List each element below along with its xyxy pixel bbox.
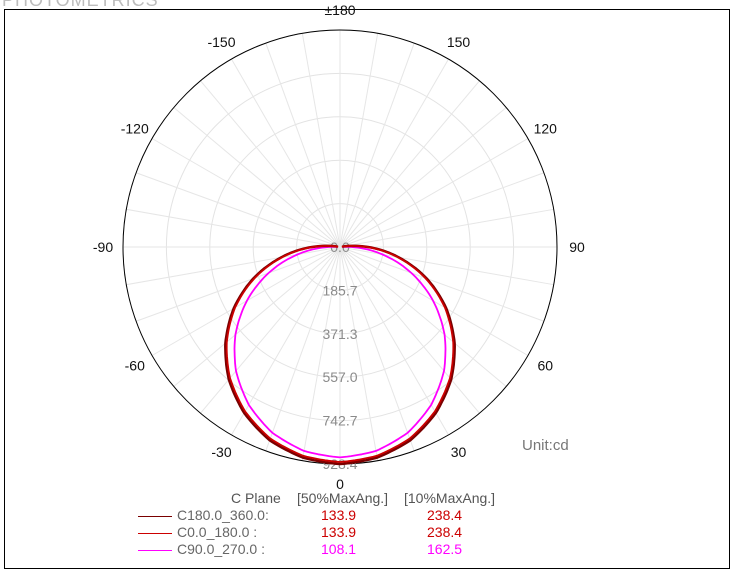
grid-spoke [173, 246, 341, 387]
grid-spoke [339, 246, 554, 286]
header: PHOTOMETRICS [0, 0, 737, 10]
grid-spoke [339, 172, 545, 248]
series-curve [225, 244, 455, 463]
angle-tick-label: -90 [93, 239, 113, 255]
grid-spoke [339, 208, 554, 248]
grid-spoke [339, 42, 415, 248]
grid-spoke [135, 246, 341, 322]
angle-tick-label: 60 [537, 358, 553, 374]
angle-tick-label: 30 [451, 444, 467, 460]
angle-tick-label: -60 [125, 358, 145, 374]
chart-frame [4, 9, 730, 569]
radial-tick-label: 371.3 [322, 326, 357, 342]
grid-spoke [265, 42, 341, 248]
grid-spoke [339, 80, 480, 248]
grid-spoke [339, 246, 507, 387]
angle-tick-label: -150 [207, 34, 235, 50]
grid-spoke [126, 208, 341, 248]
radial-tick-label: 185.7 [322, 282, 357, 298]
angle-tick-label: 150 [447, 34, 471, 50]
grid-spoke [339, 246, 415, 452]
grid-spoke [339, 58, 449, 248]
grid-spoke [339, 246, 449, 436]
angle-tick-label: -30 [211, 444, 231, 460]
grid-spoke [231, 246, 341, 436]
grid-spoke [301, 33, 341, 248]
polar-chart: 0.0185.7371.3557.0742.7928.4±18015012090… [93, 2, 585, 492]
unit-label: Unit:cd [522, 437, 569, 454]
grid-spoke [135, 172, 341, 248]
grid-spoke [339, 107, 507, 248]
radial-tick-label: 557.0 [322, 369, 357, 385]
grid-spoke [173, 107, 341, 248]
grid-spoke [200, 80, 341, 248]
grid-spoke [339, 246, 379, 461]
grid-spoke [339, 33, 379, 248]
grid-spoke [231, 58, 341, 248]
grid-spoke [339, 138, 529, 248]
grid-spoke [126, 246, 341, 286]
grid-spoke [151, 138, 341, 248]
grid-spoke [339, 246, 480, 414]
angle-tick-label: 0 [336, 476, 344, 492]
angle-tick-label: -120 [121, 121, 149, 137]
page-title: PHOTOMETRICS [2, 0, 159, 10]
grid-spoke [265, 246, 341, 452]
series-curve [233, 245, 447, 459]
radial-tick-label: 0.0 [330, 239, 350, 255]
grid-spoke [200, 246, 341, 414]
grid-spoke [339, 246, 545, 322]
grid-spoke [301, 246, 341, 461]
angle-tick-label: 90 [569, 239, 585, 255]
angle-tick-label: ±180 [324, 2, 355, 18]
angle-tick-label: 120 [534, 121, 558, 137]
radial-tick-label: 742.7 [322, 413, 357, 429]
